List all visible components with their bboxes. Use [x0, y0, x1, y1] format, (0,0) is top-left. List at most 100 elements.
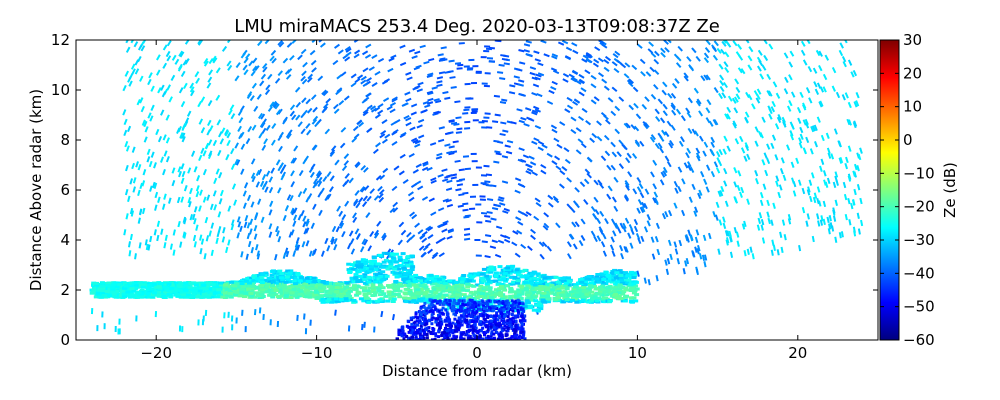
heatmap-cell: [183, 232, 187, 239]
heatmap-cell: [522, 309, 526, 313]
heatmap-cell: [412, 86, 419, 91]
heatmap-cell: [737, 170, 742, 177]
heatmap-cell: [135, 315, 138, 322]
heatmap-cell: [696, 98, 702, 105]
heatmap-cell: [546, 152, 553, 158]
heatmap-cell: [248, 292, 254, 295]
heatmap-cell: [344, 285, 350, 289]
heatmap-cell: [740, 147, 746, 154]
heatmap-cell: [705, 74, 711, 81]
heatmap-cell: [847, 197, 851, 205]
heatmap-cell: [704, 47, 711, 53]
heatmap-cell: [831, 85, 836, 92]
heatmap-cell: [99, 295, 104, 299]
heatmap-cell: [348, 280, 354, 284]
heatmap-cell: [759, 199, 764, 207]
heatmap-cell: [601, 296, 607, 300]
heatmap-cell: [215, 67, 221, 74]
heatmap-cell: [178, 170, 182, 178]
heatmap-cell: [261, 173, 267, 181]
heatmap-cell: [269, 200, 274, 207]
heatmap-cell: [298, 170, 304, 177]
heatmap-cell: [131, 289, 137, 293]
heatmap-cell: [695, 55, 701, 62]
heatmap-cell: [799, 133, 804, 140]
heatmap-cell: [405, 279, 411, 283]
heatmap-cell: [311, 118, 318, 125]
heatmap-cell: [586, 287, 591, 291]
heatmap-cell: [202, 287, 208, 291]
heatmap-cell: [468, 294, 474, 298]
heatmap-cell: [559, 293, 565, 297]
heatmap-cell: [435, 239, 442, 245]
heatmap-cell: [176, 127, 181, 134]
heatmap-cell: [114, 284, 120, 288]
heatmap-cell: [726, 106, 732, 113]
heatmap-cell: [153, 162, 157, 169]
heatmap-cell: [623, 245, 628, 253]
heatmap-cell: [260, 273, 266, 276]
heatmap-cell: [410, 183, 418, 188]
heatmap-cell: [383, 258, 389, 262]
heatmap-cell: [562, 290, 568, 294]
heatmap-cell: [199, 282, 205, 286]
heatmap-cell: [396, 271, 402, 275]
heatmap-cell: [362, 50, 369, 56]
heatmap-cell: [191, 292, 197, 296]
heatmap-cell: [393, 260, 399, 264]
heatmap-cell: [618, 139, 624, 146]
heatmap-cell: [384, 252, 390, 255]
heatmap-cell: [600, 111, 607, 118]
heatmap-cell: [408, 263, 414, 266]
heatmap-cell: [484, 331, 487, 335]
heatmap-cell: [283, 294, 289, 298]
heatmap-cell: [534, 76, 541, 81]
heatmap-cell: [427, 234, 434, 240]
heatmap-cell: [596, 235, 602, 242]
heatmap-cell: [844, 162, 849, 170]
heatmap-cell: [183, 295, 189, 299]
heatmap-cell: [519, 93, 526, 97]
heatmap-cell: [380, 270, 386, 274]
heatmap-cell: [145, 243, 149, 251]
heatmap-cell: [402, 274, 408, 278]
heatmap-cell: [797, 117, 802, 124]
heatmap-cell: [305, 288, 310, 292]
heatmap-cell: [264, 186, 269, 193]
heatmap-cell: [677, 45, 683, 52]
heatmap-cell: [342, 181, 348, 188]
heatmap-cell: [482, 296, 487, 300]
heatmap-cell: [516, 68, 523, 72]
heatmap-cell: [295, 237, 300, 244]
heatmap-cell: [427, 329, 431, 333]
heatmap-cell: [429, 303, 433, 307]
heatmap-cell: [237, 221, 242, 228]
heatmap-cell: [403, 258, 409, 262]
heatmap-cell: [838, 141, 842, 148]
heatmap-cell: [227, 239, 231, 246]
heatmap-cell: [572, 297, 578, 301]
heatmap-cell: [683, 75, 689, 82]
heatmap-cell: [857, 228, 861, 235]
heatmap-cell: [503, 268, 509, 272]
heatmap-cell: [322, 175, 328, 183]
heatmap-cell: [354, 284, 360, 288]
heatmap-cell: [588, 281, 594, 285]
heatmap-cell: [601, 281, 606, 285]
heatmap-cell: [541, 241, 548, 248]
heatmap-cell: [340, 126, 347, 133]
heatmap-cell: [313, 248, 317, 255]
heatmap-cell: [362, 195, 368, 202]
heatmap-cell: [396, 267, 402, 271]
heatmap-cell: [415, 292, 421, 296]
heatmap-cell: [132, 177, 137, 184]
heatmap-cell: [822, 170, 827, 177]
heatmap-cell: [452, 140, 459, 144]
heatmap-cell: [630, 280, 636, 284]
heatmap-cell: [381, 119, 388, 125]
heatmap-cell: [623, 122, 630, 129]
heatmap-cell: [501, 295, 507, 299]
heatmap-cell: [567, 253, 572, 260]
heatmap-cell: [497, 239, 505, 244]
heatmap-cell: [391, 185, 398, 192]
